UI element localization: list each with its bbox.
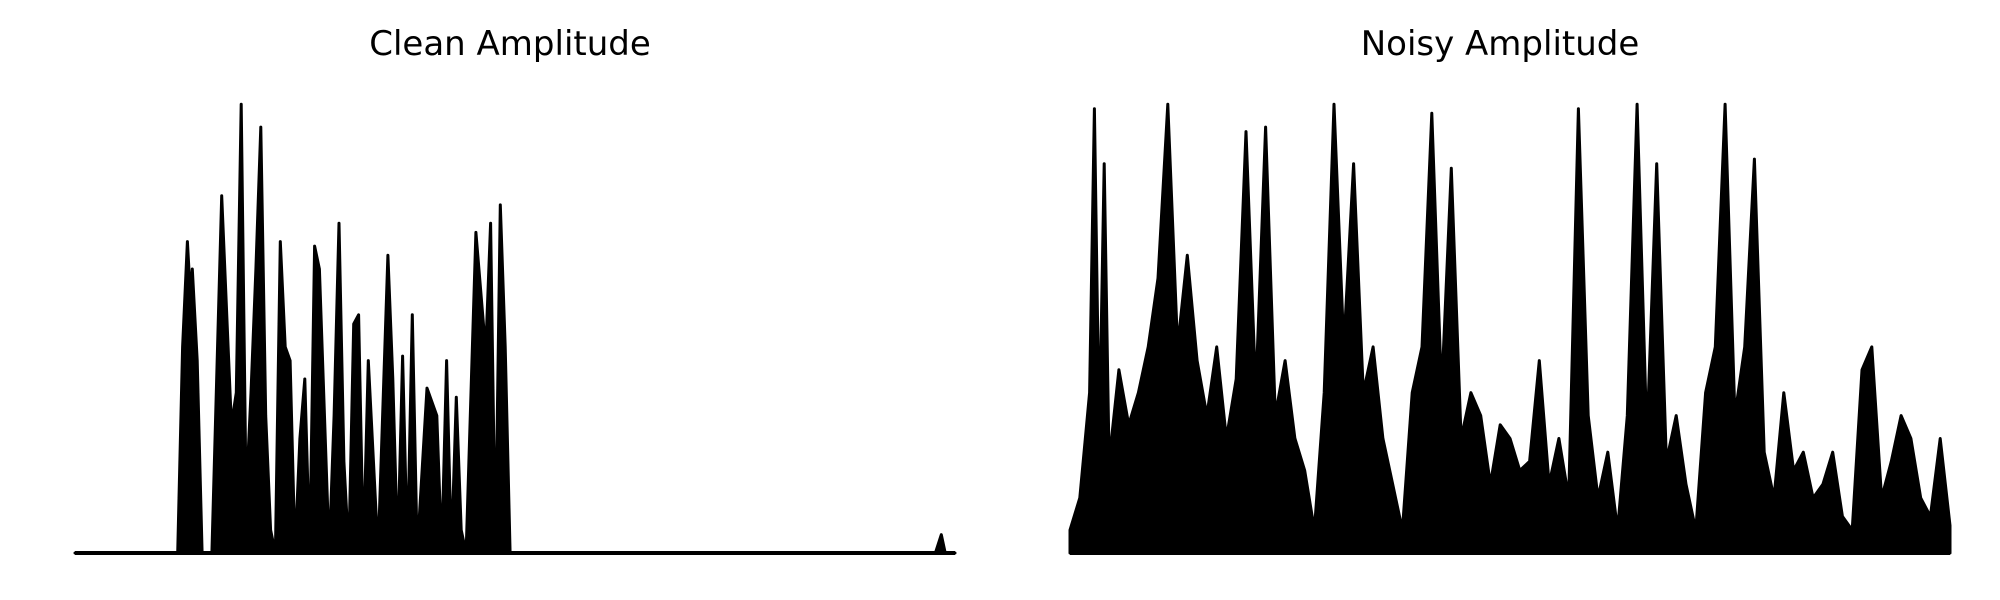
- clean-amplitude-line: [73, 102, 957, 555]
- noisy-amplitude-line: [1068, 102, 1952, 555]
- noisy-amplitude-plot: [1068, 102, 1952, 555]
- noisy-amplitude-title: Noisy Amplitude: [1360, 24, 1640, 64]
- noisy-amplitude-panel: Noisy Amplitude: [1000, 0, 2000, 600]
- clean-amplitude-panel: Clean Amplitude: [73, 24, 957, 555]
- clean-amplitude-plot: [73, 102, 957, 555]
- clean-amplitude-title: Clean Amplitude: [369, 24, 651, 64]
